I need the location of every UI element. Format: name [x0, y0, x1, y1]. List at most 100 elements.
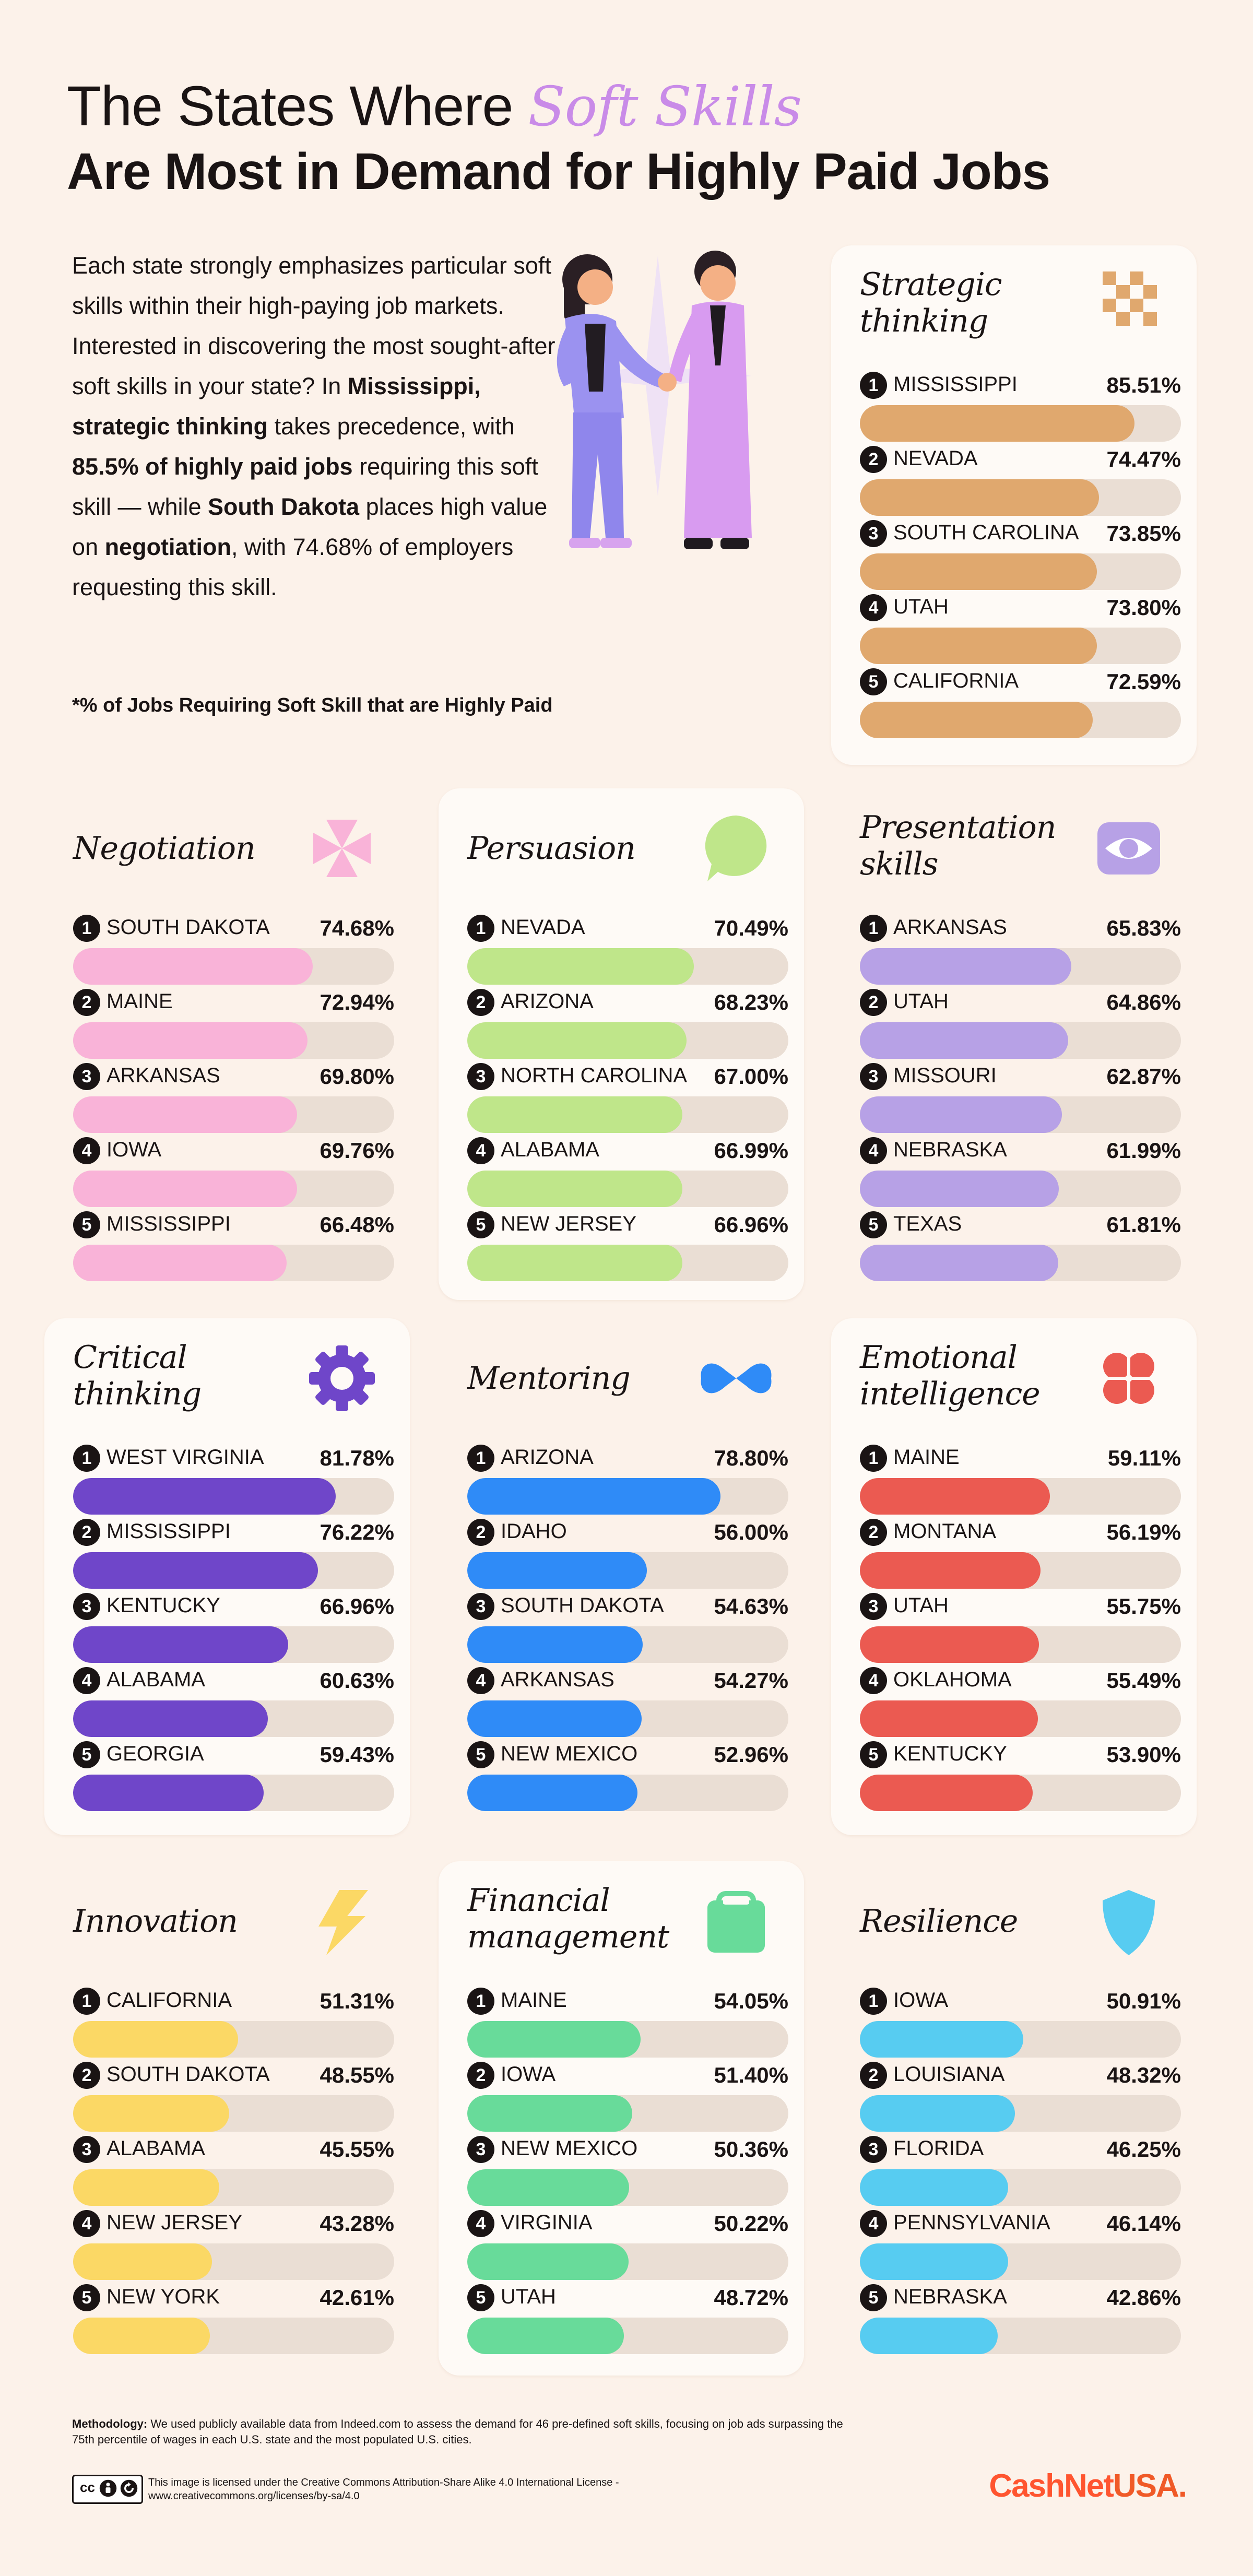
- percent-label: 54.27%: [714, 1668, 788, 1693]
- bar: [860, 2318, 998, 2354]
- rank-badge: 3: [860, 520, 887, 547]
- card-title: Mentoring: [467, 1360, 631, 1397]
- ranking-row: 2 ARIZONA 68.23%: [467, 988, 788, 1062]
- bar: [73, 2318, 210, 2354]
- state-label: NEBRASKA: [893, 1138, 1007, 1161]
- bar: [73, 1096, 297, 1133]
- bar-track: [467, 1245, 788, 1281]
- intro-text-4: places high value on: [72, 493, 548, 560]
- state-label: TEXAS: [893, 1212, 962, 1235]
- ranking-row: 5 UTAH 48.72%: [467, 2283, 788, 2357]
- bar-track: [73, 1478, 394, 1515]
- ranking-row: 4 ARKANSAS 54.27%: [467, 1666, 788, 1740]
- cashnetusa-logo[interactable]: CashNetUSA.: [989, 2467, 1187, 2504]
- bar: [860, 2169, 1008, 2206]
- percent-label: 42.86%: [1106, 2285, 1181, 2310]
- ranking-row: 4 PENNSYLVANIA 46.14%: [860, 2209, 1181, 2283]
- bar: [860, 2243, 1008, 2280]
- bar: [467, 1552, 647, 1589]
- state-label: ARKANSAS: [501, 1668, 614, 1691]
- ranking-row: 2 IOWA 51.40%: [467, 2061, 788, 2135]
- card-presentation-skills: Presentation skills 1 ARKANSAS 65.83% 2 UTAH…: [831, 788, 1197, 1300]
- bar: [73, 1022, 308, 1059]
- gear-icon: [309, 1345, 375, 1411]
- methodology-label: Methodology:: [72, 2417, 148, 2430]
- percent-label: 64.86%: [1106, 990, 1181, 1014]
- card-resilience: Resilience 1 IOWA 50.91% 2 LOUISIANA 48.32% 3 F…: [831, 1861, 1197, 2376]
- bar: [860, 1626, 1039, 1663]
- bar: [467, 2243, 629, 2280]
- ranking-row: 5 GEORGIA 59.43%: [73, 1740, 394, 1814]
- card-negotiation: Negotiation 1 SOUTH DAKOTA 74.68% 2 MAINE 72.…: [44, 788, 410, 1300]
- bar-track: [860, 1022, 1181, 1059]
- state-label: FLORIDA: [893, 2137, 984, 2160]
- bar: [860, 1171, 1059, 1207]
- percent-label: 85.51%: [1106, 373, 1181, 397]
- state-label: NEVADA: [893, 447, 978, 470]
- card-header: Mentoring: [467, 1339, 775, 1417]
- rank-badge: 2: [860, 446, 887, 473]
- bar-track: [73, 1245, 394, 1281]
- bar-track: [860, 948, 1181, 985]
- percent-label: 72.59%: [1106, 669, 1181, 694]
- bar: [73, 1171, 297, 1207]
- ranking-row: 3 NORTH CAROLINA 67.00%: [467, 1062, 788, 1136]
- bar: [467, 2318, 624, 2354]
- cc-person-icon: [99, 2479, 117, 2497]
- ranking-row: 3 UTAH 55.75%: [860, 1592, 1181, 1666]
- card-header: Critical thinking: [73, 1339, 381, 1417]
- state-label: OKLAHOMA: [893, 1668, 1012, 1691]
- ranking-row: 2 LOUISIANA 48.32%: [860, 2061, 1181, 2135]
- rank-badge: 4: [73, 2210, 100, 2237]
- ranking-row: 3 SOUTH DAKOTA 54.63%: [467, 1592, 788, 1666]
- rank-badge: 2: [73, 2062, 100, 2089]
- bar: [73, 2021, 238, 2058]
- bar: [860, 2095, 1015, 2132]
- intro-bold-4: negotiation: [104, 534, 232, 560]
- percent-label: 46.25%: [1106, 2137, 1181, 2161]
- ranking-row: 5 TEXAS 61.81%: [860, 1210, 1181, 1284]
- rank-badge: 4: [467, 1667, 494, 1694]
- state-label: MAINE: [893, 1446, 960, 1469]
- bar: [467, 1022, 687, 1059]
- bar-track: [860, 2021, 1181, 2058]
- state-label: MAINE: [107, 990, 173, 1013]
- state-label: MAINE: [501, 1989, 567, 2012]
- bar-track: [467, 948, 788, 985]
- bar-track: [73, 2243, 394, 2280]
- bar: [73, 1245, 287, 1281]
- bar-track: [860, 1096, 1181, 1133]
- percent-label: 72.94%: [320, 990, 394, 1014]
- state-label: SOUTH DAKOTA: [501, 1594, 664, 1617]
- rank-badge: 4: [73, 1137, 100, 1164]
- percent-label: 54.63%: [714, 1594, 788, 1618]
- state-label: NEW MEXICO: [501, 2137, 638, 2160]
- ranking-row: 1 MISSISSIPPI 85.51%: [860, 371, 1181, 445]
- card-title: Resilience: [860, 1903, 1018, 1940]
- rank-badge: 5: [860, 1211, 887, 1238]
- state-label: VIRGINIA: [501, 2211, 593, 2234]
- percent-label: 66.99%: [714, 1138, 788, 1163]
- bar-track: [467, 1022, 788, 1059]
- rank-badge: 5: [860, 668, 887, 695]
- percent-label: 46.14%: [1106, 2211, 1181, 2236]
- intro-paragraph: Each state strongly emphasizes particula…: [72, 245, 573, 607]
- logo-suffix: USA.: [1113, 2468, 1187, 2504]
- ranking-row: 1 MAINE 54.05%: [467, 1987, 788, 2061]
- percent-label: 68.23%: [714, 990, 788, 1014]
- state-label: MISSISSIPPI: [107, 1212, 231, 1235]
- card-critical-thinking: Critical thinking 1 WEST VIRGINIA 81.78% 2 M…: [44, 1318, 410, 1835]
- card-title: Emotional intelligence: [860, 1339, 1041, 1412]
- state-label: NEW JERSEY: [107, 2211, 243, 2234]
- state-label: KENTUCKY: [107, 1594, 220, 1617]
- percent-label: 48.55%: [320, 2063, 394, 2087]
- bar: [860, 1245, 1058, 1281]
- cc-by-sa-badge[interactable]: cc: [72, 2475, 143, 2504]
- bar: [73, 1552, 318, 1589]
- rank-badge: 3: [73, 1063, 100, 1090]
- rank-badge: 5: [73, 2284, 100, 2311]
- percent-label: 48.72%: [714, 2285, 788, 2310]
- clover-icon: [1100, 1350, 1157, 1407]
- rank-badge: 2: [860, 2062, 887, 2089]
- bar: [467, 2169, 629, 2206]
